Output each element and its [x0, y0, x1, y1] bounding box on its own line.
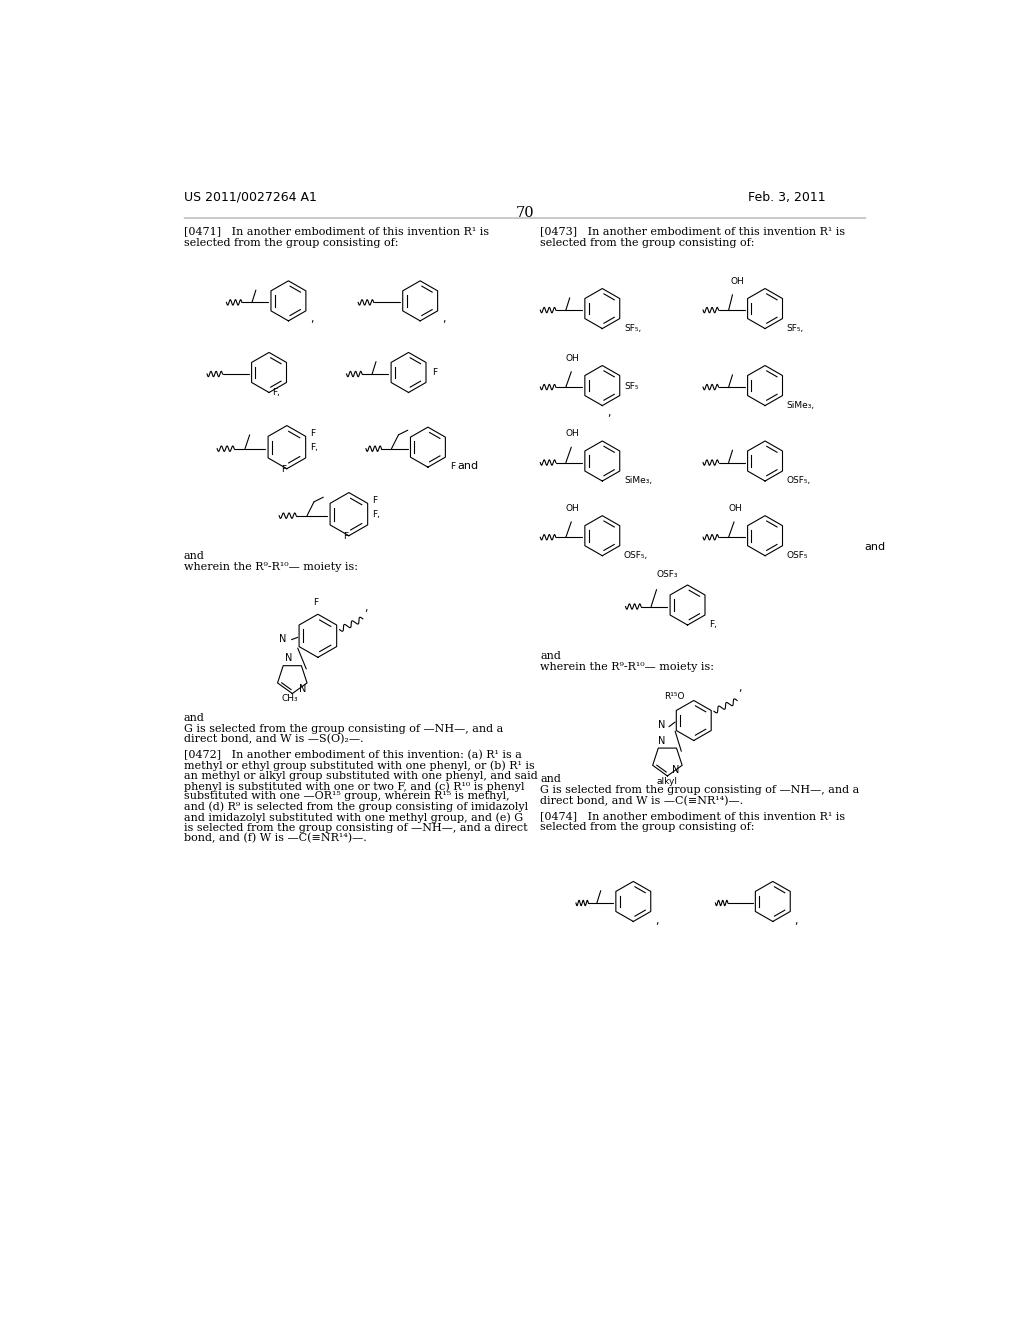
Text: SiMe₃,: SiMe₃,: [786, 401, 815, 411]
Text: OSF₃: OSF₃: [656, 570, 678, 579]
Text: ,: ,: [655, 916, 658, 925]
Text: OSF₅,: OSF₅,: [624, 550, 648, 560]
Text: [0472]   In another embodiment of this invention: (a) R¹ is a: [0472] In another embodiment of this inv…: [183, 750, 521, 760]
Text: OSF₅: OSF₅: [786, 550, 808, 560]
Text: G is selected from the group consisting of —NH—, and a: G is selected from the group consisting …: [541, 785, 859, 795]
Text: R¹⁵O: R¹⁵O: [665, 692, 685, 701]
Text: and: and: [864, 543, 886, 552]
Text: US 2011/0027264 A1: US 2011/0027264 A1: [183, 190, 316, 203]
Text: [0471]   In another embodiment of this invention R¹ is
selected from the group c: [0471] In another embodiment of this inv…: [183, 226, 488, 248]
Text: N: N: [280, 634, 287, 644]
Text: F: F: [343, 532, 348, 541]
Text: F,: F,: [372, 511, 380, 519]
Text: F: F: [313, 598, 318, 607]
Text: substituted with one —OR¹⁵ group, wherein R¹⁵ is methyl,: substituted with one —OR¹⁵ group, wherei…: [183, 792, 509, 801]
Text: and: and: [183, 713, 205, 723]
Text: N: N: [672, 764, 680, 775]
Text: OH: OH: [566, 429, 580, 438]
Text: N: N: [658, 721, 666, 730]
Text: OH: OH: [566, 354, 580, 363]
Text: ,: ,: [442, 314, 445, 325]
Text: Feb. 3, 2011: Feb. 3, 2011: [748, 190, 825, 203]
Text: and: and: [541, 651, 561, 661]
Text: an methyl or alkyl group substituted with one phenyl, and said: an methyl or alkyl group substituted wit…: [183, 771, 538, 780]
Text: phenyl is substituted with one or two F, and (c) R¹⁰ is phenyl: phenyl is substituted with one or two F,…: [183, 781, 524, 792]
Text: F: F: [451, 462, 456, 471]
Text: OH: OH: [729, 504, 742, 513]
Text: OSF₅,: OSF₅,: [786, 477, 811, 486]
Text: [0473]   In another embodiment of this invention R¹ is
selected from the group c: [0473] In another embodiment of this inv…: [541, 226, 846, 248]
Text: alkyl: alkyl: [656, 776, 678, 785]
Text: F: F: [310, 429, 315, 438]
Text: OH: OH: [566, 504, 580, 513]
Text: CH₃: CH₃: [282, 694, 298, 704]
Text: 70: 70: [515, 206, 535, 220]
Text: F: F: [432, 368, 437, 376]
Text: bond, and (f) W is —C(≡NR¹⁴)—.: bond, and (f) W is —C(≡NR¹⁴)—.: [183, 833, 367, 843]
Text: F,: F,: [710, 620, 717, 630]
Text: F: F: [372, 496, 377, 506]
Text: SF₅,: SF₅,: [624, 323, 641, 333]
Text: direct bond, and W is —S(O)₂—.: direct bond, and W is —S(O)₂—.: [183, 734, 364, 744]
Text: ,: ,: [310, 314, 313, 325]
Text: and imidazolyl substituted with one methyl group, and (e) G: and imidazolyl substituted with one meth…: [183, 812, 523, 822]
Text: F,: F,: [272, 388, 280, 397]
Text: F,: F,: [310, 444, 318, 453]
Text: and (d) R⁹ is selected from the group consisting of imidazolyl: and (d) R⁹ is selected from the group co…: [183, 801, 528, 812]
Text: wherein the R⁹-R¹⁰— moiety is:: wherein the R⁹-R¹⁰— moiety is:: [183, 562, 357, 572]
Text: N: N: [285, 653, 292, 663]
Text: G is selected from the group consisting of —NH—, and a: G is selected from the group consisting …: [183, 723, 503, 734]
Text: OH: OH: [731, 277, 744, 286]
Text: methyl or ethyl group substituted with one phenyl, or (b) R¹ is: methyl or ethyl group substituted with o…: [183, 760, 535, 771]
Text: and: and: [458, 462, 478, 471]
Text: N: N: [658, 735, 666, 746]
Text: selected from the group consisting of:: selected from the group consisting of:: [541, 822, 755, 832]
Text: ,: ,: [738, 684, 742, 693]
Text: wherein the R⁹-R¹⁰— moiety is:: wherein the R⁹-R¹⁰— moiety is:: [541, 663, 715, 672]
Text: ,: ,: [365, 603, 368, 614]
Text: F: F: [281, 465, 286, 474]
Text: ,: ,: [607, 408, 610, 418]
Text: direct bond, and W is —C(≡NR¹⁴)—.: direct bond, and W is —C(≡NR¹⁴)—.: [541, 796, 743, 807]
Text: SiMe₃,: SiMe₃,: [624, 477, 652, 486]
Text: and: and: [183, 552, 205, 561]
Text: ,: ,: [795, 916, 798, 925]
Text: [0474]   In another embodiment of this invention R¹ is: [0474] In another embodiment of this inv…: [541, 812, 846, 821]
Text: is selected from the group consisting of —NH—, and a direct: is selected from the group consisting of…: [183, 822, 527, 833]
Text: SF₅,: SF₅,: [786, 323, 804, 333]
Text: N: N: [299, 684, 306, 694]
Text: and: and: [541, 775, 561, 784]
Text: SF₅: SF₅: [624, 381, 639, 391]
